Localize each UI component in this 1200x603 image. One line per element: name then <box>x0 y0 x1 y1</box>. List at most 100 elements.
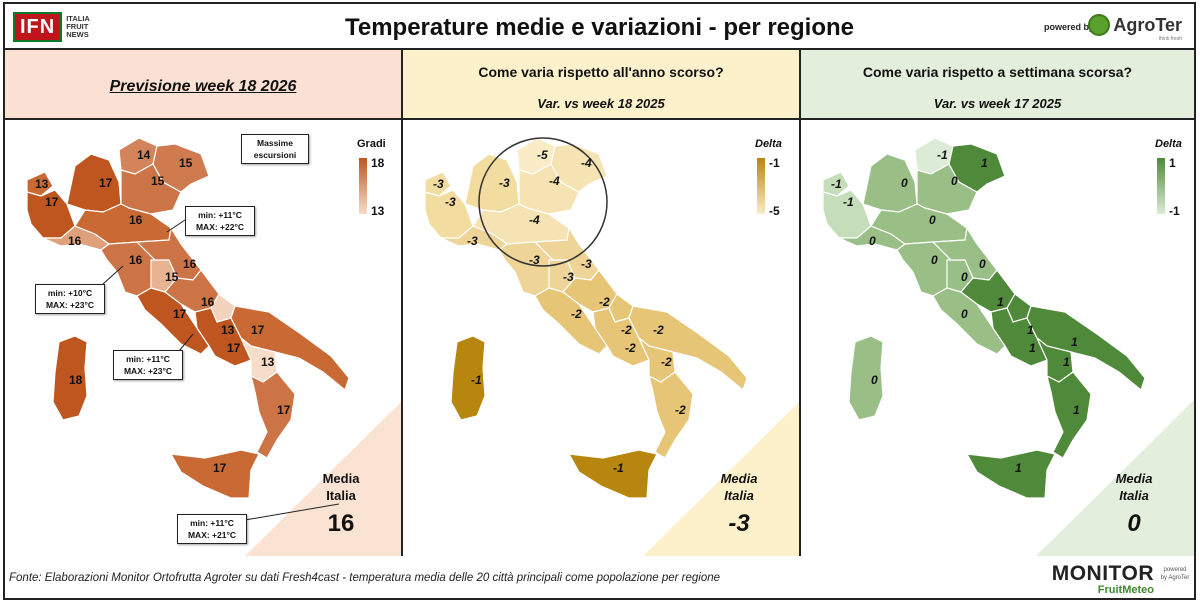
value-valle-daosta: -1 <box>831 177 842 191</box>
year-legend-min: -5 <box>769 204 780 218</box>
year-legend-max: -1 <box>769 156 780 170</box>
region-sicilia <box>567 449 658 499</box>
value-toscana: 16 <box>129 253 143 267</box>
value-liguria: 0 <box>869 234 876 248</box>
panel-week-subtitle: Var. vs week 17 2025 <box>933 96 1062 111</box>
week-italy-map: -1 -1 -1 1 0 0 0 0 0 0 0 0 1 1 1 1 1 <box>822 137 1194 556</box>
powered-by-label: powered by <box>1043 22 1094 32</box>
value-liguria: -3 <box>467 234 478 248</box>
value-sardegna: 0 <box>871 373 878 387</box>
region-valle-daosta <box>822 171 850 197</box>
week-legend-gradient <box>1157 158 1165 214</box>
media-corner-bg <box>1036 400 1194 556</box>
value-basilicata: 13 <box>261 355 275 369</box>
value-lazio: 0 <box>961 307 968 321</box>
year-italy-map: -3 -3 -5 -4 -4 -3 -4 -3 -3 -3 -3 -2 -2 -… <box>424 137 799 556</box>
value-valle-daosta: 13 <box>35 177 49 191</box>
value-lombardia: 17 <box>99 176 113 190</box>
callout-center: min: +10°C MAX: +23°C <box>35 284 105 314</box>
value-trentino: 14 <box>137 148 151 162</box>
value-sardegna: -1 <box>471 373 482 387</box>
infographic-frame: IFN ITALIA FRUIT NEWS Temperature medie … <box>3 2 1196 600</box>
panel-week-title: Come varia rispetto a settimana scorsa? <box>862 64 1133 80</box>
region-friuli <box>152 143 210 193</box>
value-sicilia: 1 <box>1015 461 1022 475</box>
value-basilicata: 1 <box>1063 355 1070 369</box>
fruitmeteo-wordmark: FruitMeteo <box>1097 584 1154 596</box>
year-map-area: -3 -3 -5 -4 -4 -3 -4 -3 -3 -3 -3 -2 -2 -… <box>403 120 799 556</box>
week-legend-min: -1 <box>1169 204 1180 218</box>
region-sardegna <box>848 335 884 421</box>
panel-year-subtitle: Var. vs week 18 2025 <box>537 96 665 111</box>
panel-forecast-header: Previsione week 18 2026 <box>5 50 401 120</box>
value-calabria: 17 <box>277 403 291 417</box>
value-toscana: -3 <box>529 253 540 267</box>
value-campania: 17 <box>227 341 241 355</box>
region-friuli <box>550 143 608 193</box>
max-range-label: Massime escursioni <box>253 138 297 160</box>
panel-forecast: Previsione week 18 2026 <box>5 50 403 556</box>
monitor-wordmark: MONITOR <box>1051 562 1154 585</box>
panel-week-header: Come varia rispetto a settimana scorsa? … <box>801 50 1194 120</box>
forecast-italy-map: 13 17 14 15 15 17 16 16 16 15 16 16 17 1… <box>26 137 401 556</box>
value-friuli: -4 <box>581 156 592 170</box>
ifn-logo: IFN ITALIA FRUIT NEWS <box>13 12 90 42</box>
year-media-label: Media Italia <box>720 471 758 503</box>
value-lazio: -2 <box>571 307 582 321</box>
week-map-area: -1 -1 -1 1 0 0 0 0 0 0 0 0 1 1 1 1 1 <box>801 120 1194 556</box>
value-abruzzo: -2 <box>599 295 610 309</box>
week-legend-title: Delta <box>1155 138 1182 150</box>
value-puglia: 1 <box>1071 335 1078 349</box>
value-molise: 13 <box>221 323 235 337</box>
region-calabria <box>250 371 296 459</box>
forecast-legend-title: Gradi <box>357 138 386 150</box>
value-marche: -3 <box>581 257 592 271</box>
value-veneto: -4 <box>549 174 560 188</box>
callout-line-1 <box>166 219 186 233</box>
callout-islands: min: +11°C MAX: +21°C <box>177 514 247 544</box>
value-emilia: 16 <box>129 213 143 227</box>
year-region-values: -3 -3 -5 -4 -4 -3 -4 -3 -3 -3 -3 -2 -2 -… <box>433 148 686 475</box>
value-veneto: 0 <box>951 174 958 188</box>
value-sicilia: 17 <box>213 461 227 475</box>
ifn-logo-mark: IFN <box>13 12 63 42</box>
forecast-legend-min: 13 <box>371 204 385 218</box>
source-note: Fonte: Elaborazioni Monitor Ortofrutta A… <box>9 572 721 584</box>
panel-vs-last-year: Come varia rispetto all'anno scorso? Var… <box>403 50 801 556</box>
value-lazio: 17 <box>173 307 187 321</box>
value-emilia: -4 <box>529 213 540 227</box>
value-trentino: -1 <box>937 148 948 162</box>
region-sardegna <box>52 335 88 421</box>
week-media-value: 0 <box>1127 510 1141 537</box>
value-trentino: -5 <box>537 148 548 162</box>
header: IFN ITALIA FRUIT NEWS Temperature medie … <box>5 4 1194 50</box>
value-umbria: 0 <box>961 270 968 284</box>
callout-line-4 <box>244 503 340 521</box>
page-title: Temperature medie e variazioni - per reg… <box>344 14 855 41</box>
region-sardegna <box>450 335 486 421</box>
value-puglia: 17 <box>251 323 265 337</box>
highlight-circle <box>478 137 608 267</box>
callout-line-2 <box>102 265 124 285</box>
value-piemonte: -1 <box>843 195 854 209</box>
value-piemonte: 17 <box>45 195 59 209</box>
value-umbria: -3 <box>563 270 574 284</box>
value-marche: 0 <box>979 257 986 271</box>
value-marche: 16 <box>183 257 197 271</box>
year-legend-title: Delta <box>755 138 782 150</box>
ifn-logo-subtitle: ITALIA FRUIT NEWS <box>66 14 90 39</box>
region-lombardia <box>66 153 122 213</box>
callout-north: min: +11°C MAX: +22°C <box>185 206 255 236</box>
panel-forecast-title: Previsione week 18 2026 <box>109 78 297 95</box>
value-calabria: -2 <box>675 403 686 417</box>
footer: Fonte: Elaborazioni Monitor Ortofrutta A… <box>5 556 1194 600</box>
monitor-fruitmeteo-logo: MONITOR FruitMeteo <box>1051 562 1154 596</box>
region-calabria <box>1046 371 1092 459</box>
week-legend-max: 1 <box>1169 156 1176 170</box>
value-umbria: 15 <box>165 270 179 284</box>
value-toscana: 0 <box>931 253 938 267</box>
panel-year-title: Come varia rispetto all'anno scorso? <box>478 64 724 80</box>
forecast-region-values: 13 17 14 15 15 17 16 16 16 15 16 16 17 1… <box>35 148 291 475</box>
region-valle-daosta <box>26 171 54 197</box>
region-sicilia <box>169 449 260 499</box>
